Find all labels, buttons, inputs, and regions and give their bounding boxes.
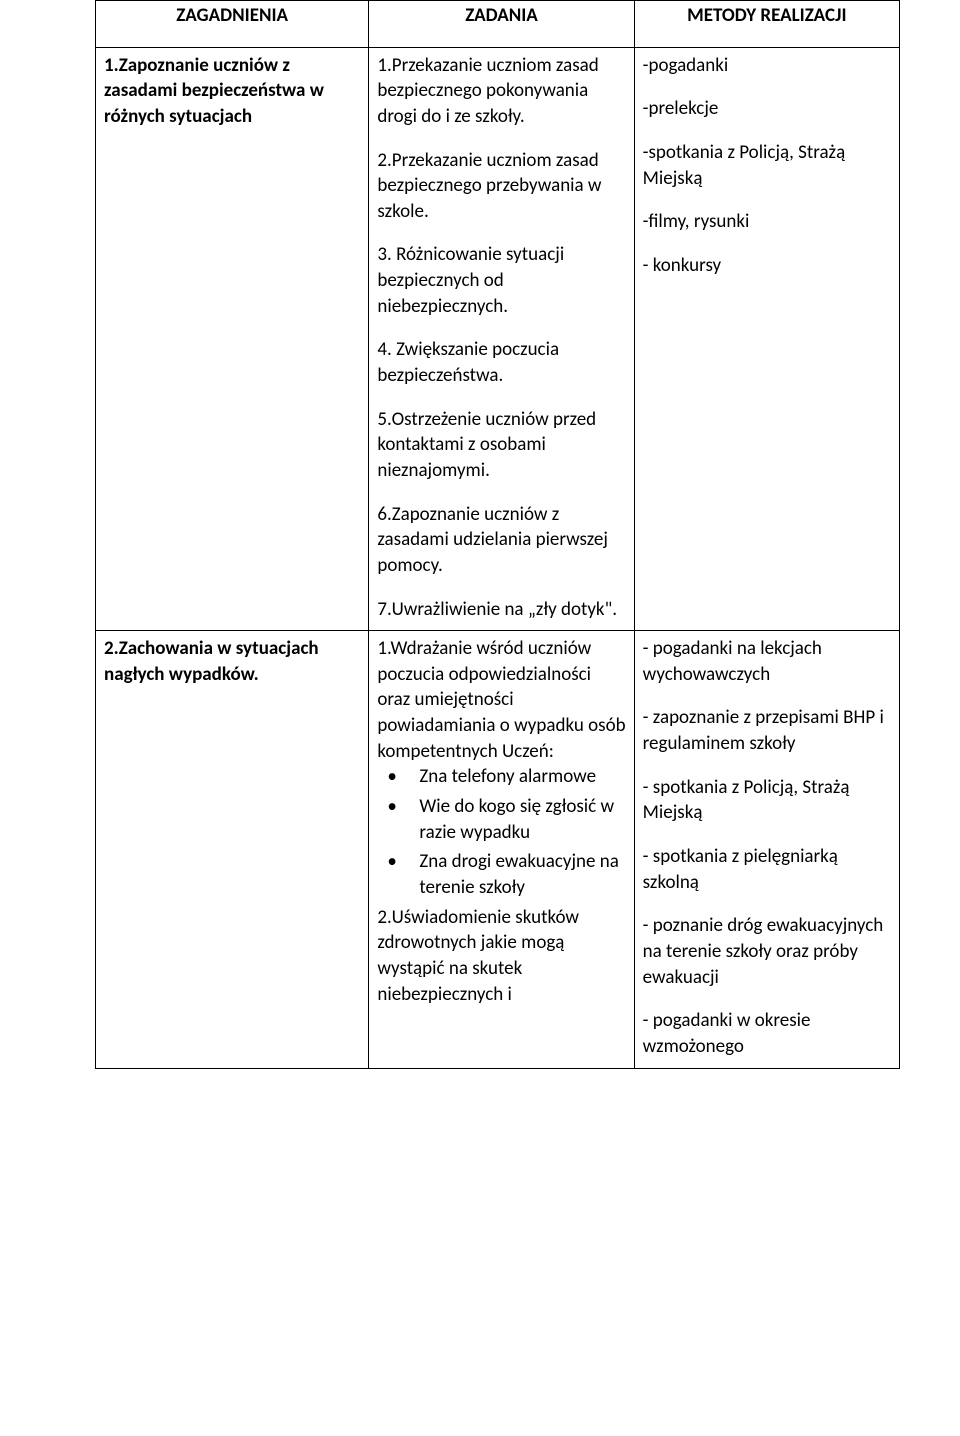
metody-para: - spotkania z pielęgniarką szkolną (643, 844, 891, 895)
metody-para: -spotkania z Policją, Strażą Miejską (643, 140, 891, 191)
header-metody: METODY REALIZACJI (634, 1, 899, 48)
cell-zadania: 1.Wdrażanie wśród uczniów poczucia odpow… (369, 631, 634, 1068)
zadania-para: 7.Uwrażliwienie na „zły dotyk". (377, 597, 625, 623)
zadania-para: 2.Przekazanie uczniom zasad bezpiecznego… (377, 148, 625, 225)
metody-para: - pogadanki na lekcjach wychowawczych (643, 636, 891, 687)
zadania-para: 1.Przekazanie uczniom zasad bezpiecznego… (377, 53, 625, 130)
metody-para: -prelekcje (643, 96, 891, 122)
zadania-para: 4. Zwiększanie poczucia bezpieczeństwa. (377, 337, 625, 388)
list-item: Wie do kogo się zgłosić w razie wypadku (405, 794, 625, 845)
zadania-para: 5.Ostrzeżenie uczniów przed kontaktami z… (377, 407, 625, 484)
table-row: 2.Zachowania w sytuacjach nagłych wypadk… (96, 631, 900, 1068)
list-item: Zna drogi ewakuacyjne na terenie szkoły (405, 849, 625, 900)
metody-para: -pogadanki (643, 53, 891, 79)
cell-zadania: 1.Przekazanie uczniom zasad bezpiecznego… (369, 47, 634, 631)
zagadnienia-text: 2.Zachowania w sytuacjach nagłych wypadk… (104, 637, 319, 686)
bullet-text: Zna drogi ewakuacyjne na terenie szkoły (405, 849, 625, 900)
header-zagadnienia: ZAGADNIENIA (96, 1, 369, 48)
metody-para: - zapoznanie z przepisami BHP i regulami… (643, 705, 891, 756)
cell-metody: -pogadanki -prelekcje -spotkania z Polic… (634, 47, 899, 631)
bullet-text: Zna telefony alarmowe (405, 764, 625, 790)
header-zadania: ZADANIA (369, 1, 634, 48)
zadania-outro: 2.Uświadomienie skutków zdrowotnych jaki… (377, 905, 625, 1008)
document-page: ZAGADNIENIA ZADANIA METODY REALIZACJI 1.… (0, 0, 960, 1089)
table-row: 1.Zapoznanie uczniów z zasadami bezpiecz… (96, 47, 900, 631)
bullet-text: Wie do kogo się zgłosić w razie wypadku (405, 794, 625, 845)
table-header-row: ZAGADNIENIA ZADANIA METODY REALIZACJI (96, 1, 900, 48)
zagadnienia-text: 1.Zapoznanie uczniów z zasadami bezpiecz… (104, 54, 324, 128)
cell-metody: - pogadanki na lekcjach wychowawczych - … (634, 631, 899, 1068)
list-item: Zna telefony alarmowe (405, 764, 625, 790)
metody-para: - spotkania z Policją, Strażą Miejską (643, 775, 891, 826)
metody-para: - poznanie dróg ewakuacyjnych na terenie… (643, 913, 891, 990)
metody-para: - konkursy (643, 253, 891, 279)
cell-zagadnienia: 2.Zachowania w sytuacjach nagłych wypadk… (96, 631, 369, 1068)
cell-zagadnienia: 1.Zapoznanie uczniów z zasadami bezpiecz… (96, 47, 369, 631)
zadania-para: 6.Zapoznanie uczniów z zasadami udzielan… (377, 502, 625, 579)
metody-para: -filmy, rysunki (643, 209, 891, 235)
curriculum-table: ZAGADNIENIA ZADANIA METODY REALIZACJI 1.… (95, 0, 900, 1069)
metody-para: - pogadanki w okresie wzmożonego (643, 1008, 891, 1059)
zadania-para: 3. Różnicowanie sytuacji bezpiecznych od… (377, 242, 625, 319)
zadania-bullet-list: Zna telefony alarmowe Wie do kogo się zg… (377, 764, 625, 900)
zadania-intro: 1.Wdrażanie wśród uczniów poczucia odpow… (377, 636, 625, 764)
